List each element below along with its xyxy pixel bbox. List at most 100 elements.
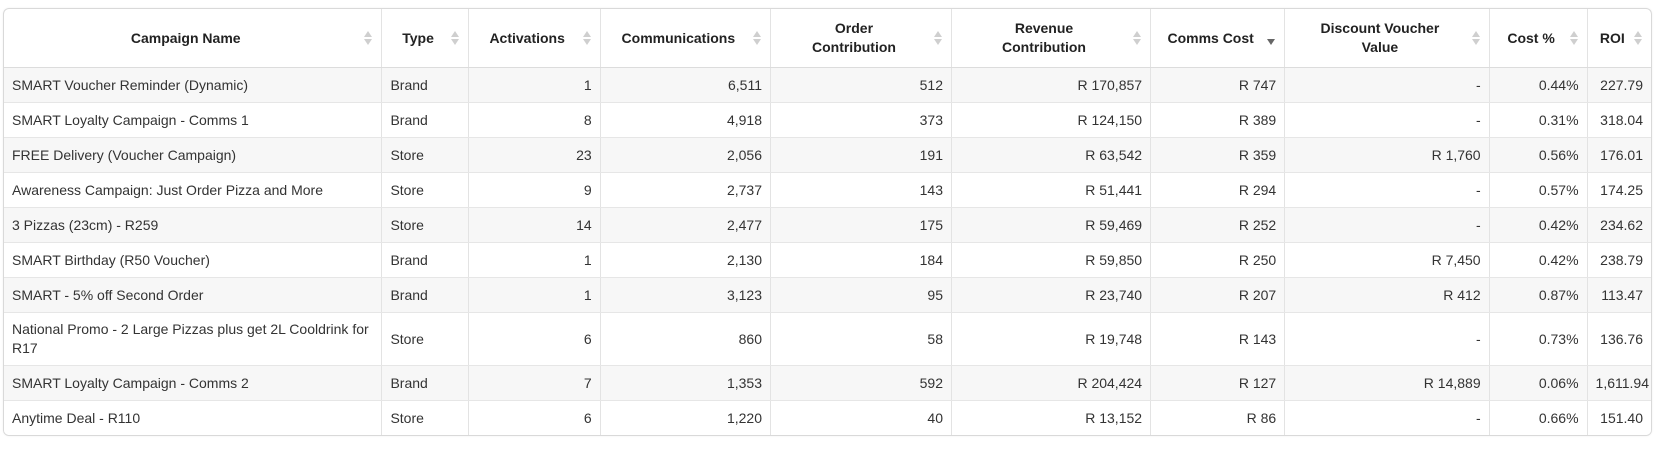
campaign-table-container: Campaign Name Type Activations Communicatio… xyxy=(3,8,1652,436)
sort-icon[interactable] xyxy=(1634,31,1642,45)
sort-icon[interactable] xyxy=(1569,31,1578,45)
cell-roi: 234.62 xyxy=(1587,207,1651,243)
cell-order-contribution: 373 xyxy=(770,102,952,138)
column-header-discount-voucher-value[interactable]: Discount Voucher Value xyxy=(1284,9,1490,68)
sort-down-arrow-icon xyxy=(933,39,942,45)
sort-icon[interactable] xyxy=(1471,31,1480,45)
cell-discount-voucher-value: - xyxy=(1284,400,1490,435)
cell-revenue-contribution: R 63,542 xyxy=(951,137,1152,173)
column-header-cost-pct[interactable]: Cost % xyxy=(1489,9,1588,68)
cell-roi: 176.01 xyxy=(1587,137,1651,173)
header-row: Campaign Name Type Activations Communicatio… xyxy=(4,9,1651,68)
cell-discount-voucher-value: - xyxy=(1284,102,1490,138)
cell-activations: 7 xyxy=(468,365,601,401)
cell-order-contribution: 175 xyxy=(770,207,952,243)
cell-roi: 151.40 xyxy=(1587,400,1651,435)
table-row[interactable]: SMART Voucher Reminder (Dynamic) Brand 1 6,… xyxy=(4,67,1651,103)
sort-up-arrow-icon xyxy=(753,31,761,37)
table-row[interactable]: SMART Loyalty Campaign - Comms 2 Brand 7 1,… xyxy=(4,365,1651,401)
cell-comms-cost: R 86 xyxy=(1150,400,1286,435)
column-header-order-contribution[interactable]: Order Contribution xyxy=(770,9,952,68)
column-header-label: Type xyxy=(402,29,434,46)
cell-revenue-contribution: R 59,469 xyxy=(951,207,1152,243)
cell-campaign-name: National Promo - 2 Large Pizzas plus get… xyxy=(4,312,383,366)
cell-roi: 136.76 xyxy=(1587,312,1651,366)
sort-down-arrow-icon xyxy=(1471,39,1480,45)
cell-activations: 1 xyxy=(468,242,601,278)
cell-type: Store xyxy=(381,172,469,208)
cell-revenue-contribution: R 19,748 xyxy=(951,312,1152,366)
sort-icon[interactable] xyxy=(364,31,373,45)
cell-order-contribution: 191 xyxy=(770,137,952,173)
table-row[interactable]: SMART Loyalty Campaign - Comms 1 Brand 8 4,… xyxy=(4,102,1651,138)
column-header-roi[interactable]: ROI xyxy=(1587,9,1651,68)
column-header-campaign-name[interactable]: Campaign Name xyxy=(4,9,383,68)
cell-activations: 6 xyxy=(468,312,601,366)
cell-comms-cost: R 294 xyxy=(1150,172,1286,208)
column-header-revenue-contribution[interactable]: Revenue Contribution xyxy=(951,9,1152,68)
cell-discount-voucher-value: R 14,889 xyxy=(1284,365,1490,401)
table-row[interactable]: SMART Birthday (R50 Voucher) Brand 1 2,130 1… xyxy=(4,242,1651,278)
cell-campaign-name: SMART - 5% off Second Order xyxy=(4,277,383,313)
column-header-type[interactable]: Type xyxy=(381,9,469,68)
column-header-label: Revenue Contribution xyxy=(1002,20,1086,55)
column-header-activations[interactable]: Activations xyxy=(468,9,601,68)
table-row[interactable]: Awareness Campaign: Just Order Pizza and… xyxy=(4,172,1651,208)
sort-icon[interactable] xyxy=(450,31,459,45)
table-row[interactable]: 3 Pizzas (23cm) - R259 Store 14 2,477 175 R 5… xyxy=(4,207,1651,243)
sort-icon[interactable] xyxy=(582,31,591,45)
sort-down-arrow-icon xyxy=(364,39,373,45)
cell-cost-pct: 0.56% xyxy=(1489,137,1588,173)
column-header-label: Activations xyxy=(489,29,565,46)
column-header-comms-cost[interactable]: Comms Cost xyxy=(1150,9,1286,68)
cell-activations: 8 xyxy=(468,102,601,138)
cell-communications: 2,737 xyxy=(600,172,772,208)
column-header-label: ROI xyxy=(1599,29,1625,46)
table-row[interactable]: Anytime Deal - R110 Store 6 1,220 40 R 13,152… xyxy=(4,400,1651,435)
sort-up-arrow-icon xyxy=(933,31,942,37)
sort-icon[interactable] xyxy=(753,31,761,45)
column-header-communications[interactable]: Communications xyxy=(600,9,772,68)
cell-campaign-name: 3 Pizzas (23cm) - R259 xyxy=(4,207,383,243)
column-header-label: Campaign Name xyxy=(130,29,241,46)
cell-communications: 1,353 xyxy=(600,365,772,401)
sort-up-arrow-icon xyxy=(1471,31,1480,37)
cell-order-contribution: 184 xyxy=(770,242,952,278)
cell-order-contribution: 592 xyxy=(770,365,952,401)
cell-roi: 174.25 xyxy=(1587,172,1651,208)
cell-comms-cost: R 252 xyxy=(1150,207,1286,243)
cell-campaign-name: FREE Delivery (Voucher Campaign) xyxy=(4,137,383,173)
cell-order-contribution: 95 xyxy=(770,277,952,313)
cell-revenue-contribution: R 204,424 xyxy=(951,365,1152,401)
cell-campaign-name: SMART Loyalty Campaign - Comms 1 xyxy=(4,102,383,138)
cell-comms-cost: R 127 xyxy=(1150,365,1286,401)
sort-icon[interactable] xyxy=(933,31,942,45)
sort-descending-icon[interactable] xyxy=(1267,31,1276,45)
sort-down-arrow-icon xyxy=(1267,39,1276,45)
table-row[interactable]: FREE Delivery (Voucher Campaign) Store 23 2… xyxy=(4,137,1651,173)
cell-cost-pct: 0.42% xyxy=(1489,242,1588,278)
cell-activations: 9 xyxy=(468,172,601,208)
table-row[interactable]: SMART - 5% off Second Order Brand 1 3,123 95… xyxy=(4,277,1651,313)
cell-communications: 2,477 xyxy=(600,207,772,243)
cell-activations: 1 xyxy=(468,67,601,103)
cell-discount-voucher-value: - xyxy=(1284,207,1490,243)
cell-revenue-contribution: R 170,857 xyxy=(951,67,1152,103)
column-header-label: Communications xyxy=(621,29,736,46)
cell-campaign-name: SMART Birthday (R50 Voucher) xyxy=(4,242,383,278)
cell-cost-pct: 0.44% xyxy=(1489,67,1588,103)
cell-cost-pct: 0.57% xyxy=(1489,172,1588,208)
cell-communications: 2,056 xyxy=(600,137,772,173)
sort-up-arrow-icon xyxy=(1634,31,1642,37)
table-body: SMART Voucher Reminder (Dynamic) Brand 1 6,… xyxy=(4,67,1651,435)
cell-campaign-name: SMART Voucher Reminder (Dynamic) xyxy=(4,67,383,103)
cell-communications: 6,511 xyxy=(600,67,772,103)
cell-communications: 860 xyxy=(600,312,772,366)
table-row[interactable]: National Promo - 2 Large Pizzas plus get… xyxy=(4,312,1651,366)
cell-comms-cost: R 747 xyxy=(1150,67,1286,103)
cell-cost-pct: 0.42% xyxy=(1489,207,1588,243)
sort-icon[interactable] xyxy=(1133,31,1142,45)
cell-type: Brand xyxy=(381,102,469,138)
cell-order-contribution: 143 xyxy=(770,172,952,208)
cell-type: Store xyxy=(381,137,469,173)
